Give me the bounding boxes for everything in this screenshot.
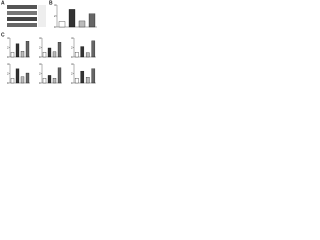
y-tick-label: 0	[54, 25, 56, 29]
y-tick-label: 2	[7, 45, 9, 49]
bar	[47, 75, 52, 84]
y-tick-label: 2	[71, 45, 73, 49]
bar	[10, 78, 15, 84]
bar	[80, 70, 85, 84]
y-tick-label: 0	[39, 55, 41, 59]
y-tick-label: 0	[39, 81, 41, 85]
y-tick-label: 2	[71, 71, 73, 75]
bar	[42, 78, 47, 84]
y-tick-label: 4	[39, 36, 41, 40]
bar	[25, 41, 30, 58]
y-tick-label: 0	[71, 81, 73, 85]
bar	[20, 76, 25, 84]
y-tick-label: 4	[71, 36, 73, 40]
y-tick-label: 4	[7, 36, 9, 40]
bar	[42, 52, 47, 58]
y-tick-label: 0	[71, 55, 73, 59]
bar	[74, 78, 79, 84]
bar	[88, 13, 96, 28]
y-tick-label: 2	[54, 14, 56, 18]
panel-label: B	[49, 0, 53, 6]
bar	[25, 72, 30, 84]
bar	[20, 51, 25, 58]
y-tick-label: 2	[39, 45, 41, 49]
bar	[68, 9, 76, 28]
bar	[78, 20, 86, 28]
y-tick-label: 4	[54, 3, 56, 7]
y-tick-label: 4	[71, 62, 73, 66]
bar	[91, 40, 96, 58]
y-tick-label: 4	[7, 62, 9, 66]
panel-label: A	[1, 0, 5, 6]
bar	[91, 68, 96, 84]
y-tick-label: 0	[7, 55, 9, 59]
y-tick-label: 2	[7, 71, 9, 75]
y-tick-label: 2	[39, 71, 41, 75]
y-tick-label: 4	[39, 62, 41, 66]
bar	[58, 21, 66, 28]
bar	[52, 51, 57, 58]
bar	[15, 43, 20, 58]
bar	[15, 68, 20, 84]
bar	[74, 52, 79, 58]
panel-label: C	[1, 32, 5, 38]
bar	[10, 52, 15, 58]
y-tick-label: 0	[7, 81, 9, 85]
western-blot	[7, 5, 46, 27]
figure: A B C 0 2 4 0 2 4 0 2 4 0 2 4 0 2 4 0 2 4 0 2 4	[1, 0, 97, 85]
bar	[57, 67, 62, 84]
bar	[80, 46, 85, 58]
bar	[47, 47, 52, 58]
bar	[57, 42, 62, 58]
bar	[85, 77, 90, 84]
bar	[52, 78, 57, 84]
bar	[85, 52, 90, 58]
